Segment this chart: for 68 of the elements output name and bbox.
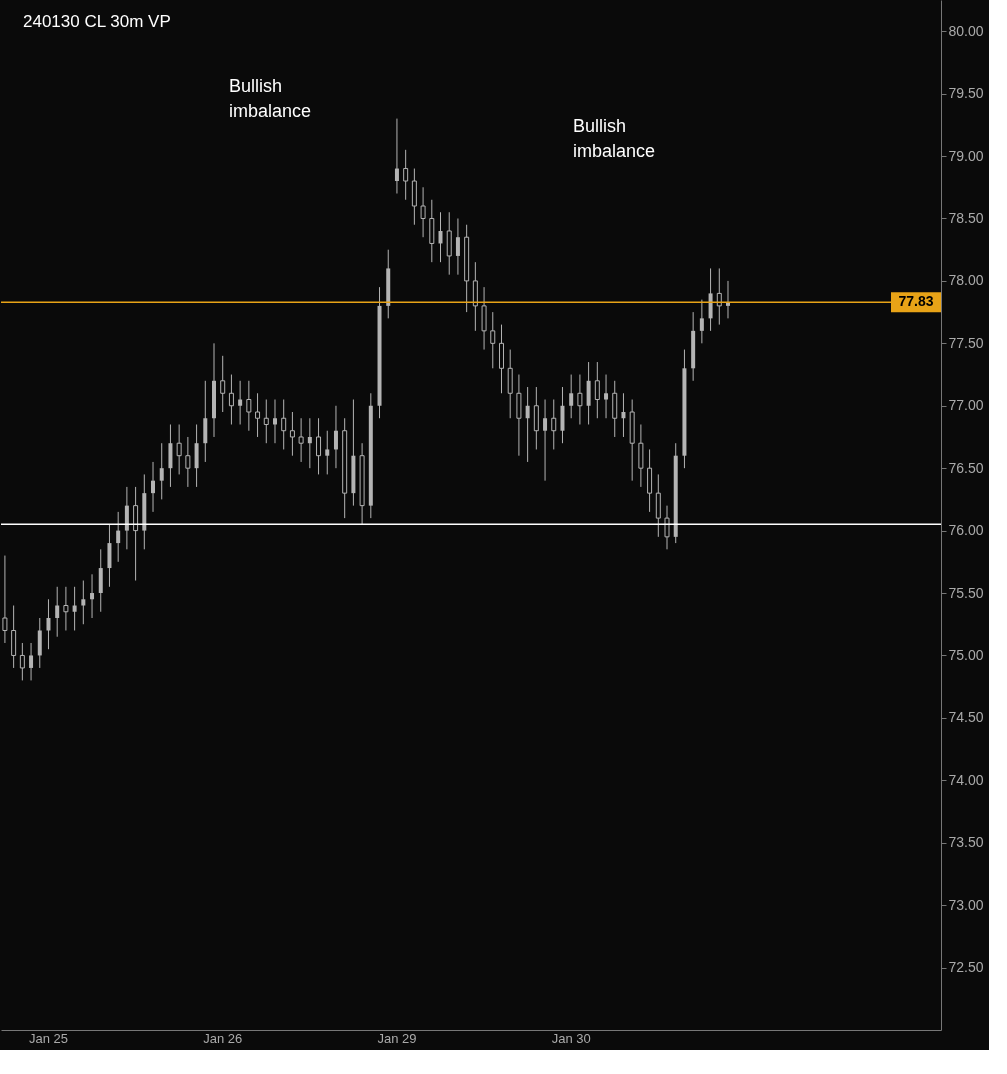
candlestick — [63, 586, 69, 631]
y-tick-label: 80.00 — [948, 22, 984, 39]
candlestick — [543, 399, 548, 482]
candlestick — [604, 374, 609, 419]
candlestick — [307, 417, 312, 469]
candlestick — [716, 267, 722, 326]
candlestick — [490, 311, 496, 369]
text: 240130 CL 30m VP — [23, 12, 171, 31]
y-tick-label: 75.50 — [948, 584, 984, 601]
candlestick — [228, 374, 234, 425]
candlestick — [438, 211, 443, 263]
candlestick — [333, 405, 338, 469]
candlestick — [699, 299, 704, 344]
y-tick-label: 76.00 — [948, 522, 984, 539]
candlestick — [116, 511, 121, 563]
y-tick-label: 79.50 — [948, 85, 984, 102]
y-tick-label: 73.00 — [948, 896, 984, 913]
candlestick — [263, 399, 269, 444]
candlestick — [81, 580, 86, 625]
y-tick-label: 77.50 — [948, 334, 984, 351]
annotation: Bullish imbalance — [229, 76, 312, 121]
candlestick — [298, 417, 304, 463]
candlestick — [90, 573, 95, 619]
candlestick — [403, 149, 409, 201]
candlestick — [151, 461, 156, 513]
candlestick — [664, 505, 670, 550]
x-tick-label: Jan 30 — [551, 1030, 591, 1046]
candlestick — [246, 380, 252, 432]
annotation: Bullish imbalance — [573, 116, 656, 161]
y-tick-label: 73.50 — [948, 834, 984, 851]
y-tick-label: 76.50 — [948, 459, 984, 476]
candlestick — [325, 430, 330, 475]
candlestick — [29, 642, 34, 681]
candlestick — [569, 374, 574, 419]
candlestick — [420, 186, 426, 238]
candlestick — [316, 417, 322, 475]
candlestick — [394, 118, 399, 195]
ref-line-label: 77.83 — [898, 293, 934, 310]
candlestick — [525, 386, 530, 463]
candlestick — [455, 217, 460, 276]
candlestick — [577, 374, 583, 425]
candlestick — [289, 411, 295, 457]
y-tick-label: 78.00 — [948, 272, 984, 289]
candlestick — [72, 586, 77, 631]
candlestick — [594, 361, 600, 419]
candlestick — [621, 392, 626, 438]
candlestick — [272, 399, 277, 444]
candlestick — [55, 586, 60, 638]
y-tick-label: 78.50 — [948, 209, 984, 226]
y-tick-label: 74.50 — [948, 709, 984, 726]
y-tick-label: 77.00 — [948, 397, 984, 414]
candlestick — [46, 598, 51, 650]
x-tick-label: Jan 25 — [28, 1030, 68, 1046]
y-tick-label: 75.00 — [948, 646, 984, 663]
candlestick — [176, 423, 182, 475]
y-tick-label: 72.50 — [948, 959, 984, 976]
candlestick — [19, 642, 25, 681]
y-tick-label: 79.00 — [948, 147, 984, 164]
candlestick — [281, 399, 287, 450]
candlestick — [551, 399, 557, 450]
x-tick-label: Jan 26 — [203, 1030, 243, 1046]
candlestick — [185, 436, 191, 488]
x-tick-label: Jan 29 — [377, 1030, 417, 1046]
candlestick — [255, 392, 261, 438]
y-tick-label: 74.00 — [948, 771, 984, 788]
candlestick — [238, 380, 243, 425]
candlestick — [159, 442, 164, 500]
candlestick — [220, 355, 226, 413]
